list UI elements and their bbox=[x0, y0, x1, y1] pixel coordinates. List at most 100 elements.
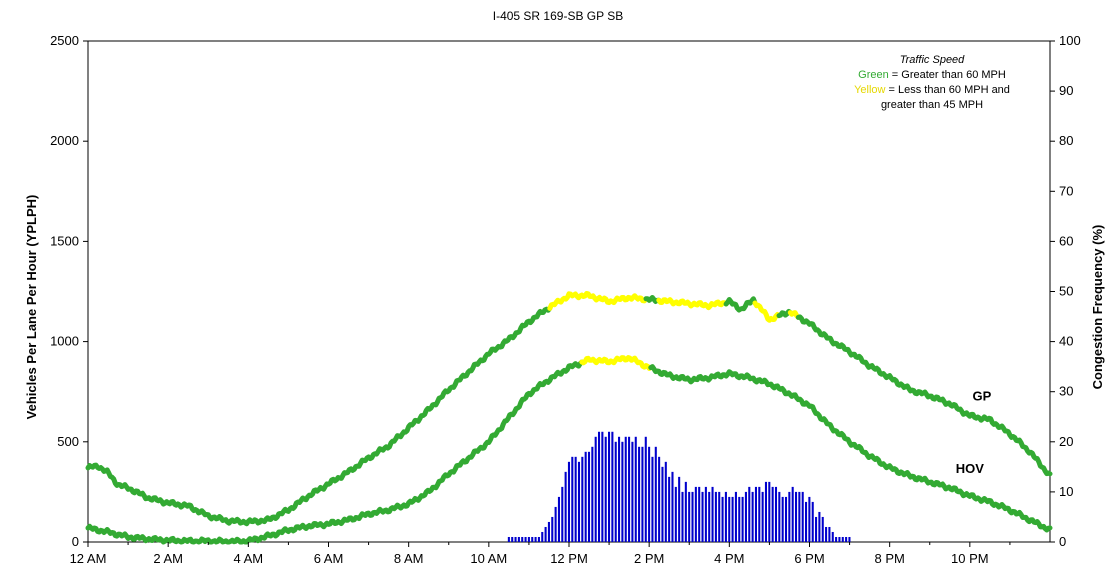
congestion-bar bbox=[597, 431, 601, 542]
legend-yellow-line: Yellow = Less than 60 MPH and bbox=[854, 84, 1010, 96]
congestion-bar bbox=[701, 491, 704, 542]
congestion-bar bbox=[511, 536, 514, 542]
congestion-bar bbox=[517, 536, 520, 542]
y-right-tick-label: 0 bbox=[1059, 534, 1066, 549]
congestion-bar bbox=[618, 436, 621, 542]
y-right-tick-label: 70 bbox=[1059, 183, 1073, 198]
congestion-bar bbox=[774, 486, 778, 542]
legend-yellow-line2: greater than 45 MPH bbox=[881, 99, 983, 111]
congestion-bar bbox=[611, 431, 614, 542]
congestion-bar bbox=[644, 436, 647, 542]
congestion-bar bbox=[531, 536, 534, 542]
congestion-bar bbox=[791, 486, 794, 542]
hov-line-green-segment bbox=[648, 364, 1053, 533]
congestion-bar bbox=[724, 491, 727, 542]
y-axis-right-title: Congestion Frequency (%) bbox=[1090, 225, 1105, 390]
gp-line-green-segment bbox=[795, 314, 1053, 477]
y-axis-left-title: Vehicles Per Lane Per Hour (YPLPH) bbox=[24, 195, 39, 420]
congestion-bar bbox=[651, 456, 654, 542]
legend-yellow-word: Yellow bbox=[854, 84, 885, 96]
congestion-bar bbox=[741, 496, 744, 542]
congestion-bar bbox=[728, 496, 731, 542]
congestion-bar bbox=[641, 446, 644, 542]
x-tick-label: 8 PM bbox=[874, 551, 904, 566]
legend-green-text: = Greater than 60 MPH bbox=[889, 69, 1006, 81]
congestion-bar bbox=[731, 496, 734, 542]
gp-line-yellow-segment bbox=[752, 300, 782, 323]
congestion-bar bbox=[534, 536, 537, 542]
x-tick-label: 2 AM bbox=[153, 551, 183, 566]
series-label-hov: HOV bbox=[956, 461, 985, 476]
congestion-bar bbox=[537, 536, 540, 542]
congestion-bar bbox=[841, 536, 844, 542]
congestion-bar bbox=[805, 501, 808, 542]
gp-line-yellow-segment bbox=[547, 291, 649, 311]
congestion-bar bbox=[541, 531, 544, 542]
x-tick-label: 4 PM bbox=[714, 551, 744, 566]
y-left-tick-label: 0 bbox=[72, 534, 79, 549]
y-right-tick-label: 100 bbox=[1059, 33, 1081, 48]
congestion-bar bbox=[678, 476, 681, 542]
congestion-bar bbox=[698, 486, 701, 542]
y-left-tick-label: 1000 bbox=[50, 334, 79, 349]
congestion-bar bbox=[711, 486, 714, 542]
x-tick-label: 6 PM bbox=[794, 551, 824, 566]
series-label-gp: GP bbox=[972, 389, 991, 404]
congestion-bar bbox=[671, 471, 674, 542]
congestion-bar bbox=[815, 516, 818, 542]
congestion-bar bbox=[808, 496, 811, 542]
x-tick-label: 2 PM bbox=[634, 551, 664, 566]
legend-green-line: Green = Greater than 60 MPH bbox=[858, 69, 1006, 81]
hov-line-green-segment bbox=[85, 359, 585, 545]
congestion-bar bbox=[825, 526, 828, 542]
congestion-bar bbox=[581, 456, 584, 542]
volume-lines bbox=[85, 291, 1053, 545]
congestion-bar bbox=[835, 536, 838, 542]
congestion-bar bbox=[614, 441, 617, 542]
congestion-bar bbox=[768, 481, 771, 542]
congestion-bar bbox=[661, 466, 664, 542]
legend-yellow-text: = Less than 60 MPH and bbox=[885, 84, 1009, 96]
congestion-bar bbox=[828, 526, 831, 542]
congestion-bar bbox=[571, 456, 574, 542]
legend-green-word: Green bbox=[858, 69, 889, 81]
congestion-bar bbox=[674, 486, 677, 542]
congestion-bar bbox=[668, 476, 671, 542]
congestion-bar bbox=[567, 461, 571, 542]
congestion-bar bbox=[608, 431, 611, 542]
congestion-bar bbox=[594, 436, 597, 542]
congestion-bar bbox=[694, 486, 697, 542]
congestion-bar bbox=[554, 506, 557, 542]
congestion-bar bbox=[681, 491, 684, 542]
congestion-bar bbox=[754, 486, 757, 542]
congestion-bar bbox=[557, 496, 560, 542]
congestion-bar bbox=[527, 536, 530, 542]
hov-line-yellow-segment bbox=[579, 355, 654, 371]
x-tick-label: 10 AM bbox=[470, 551, 507, 566]
y-right-tick-label: 80 bbox=[1059, 133, 1073, 148]
series-labels: GP HOV bbox=[956, 389, 992, 476]
congestion-bar bbox=[798, 491, 801, 542]
congestion-bar bbox=[688, 491, 691, 542]
x-tick-label: 12 AM bbox=[70, 551, 107, 566]
congestion-bar bbox=[788, 491, 791, 542]
legend: Traffic Speed Green = Greater than 60 MP… bbox=[854, 54, 1010, 111]
congestion-bar bbox=[784, 496, 788, 542]
y-right-tick-label: 60 bbox=[1059, 233, 1073, 248]
congestion-bar bbox=[587, 451, 591, 542]
congestion-bar bbox=[718, 491, 721, 542]
congestion-bar bbox=[801, 491, 804, 542]
congestion-bar bbox=[761, 491, 764, 542]
congestion-bar bbox=[734, 491, 737, 542]
chart-title: I-405 SR 169-SB GP SB bbox=[493, 9, 624, 23]
y-right-tick-label: 20 bbox=[1059, 434, 1073, 449]
x-tick-label: 6 AM bbox=[314, 551, 344, 566]
congestion-bar bbox=[638, 446, 641, 542]
y-left-tick-label: 2500 bbox=[50, 33, 79, 48]
congestion-bar bbox=[631, 441, 634, 542]
congestion-bar bbox=[624, 436, 627, 542]
congestion-bar bbox=[654, 446, 657, 542]
legend-heading: Traffic Speed bbox=[900, 54, 965, 66]
congestion-bar bbox=[664, 461, 667, 542]
